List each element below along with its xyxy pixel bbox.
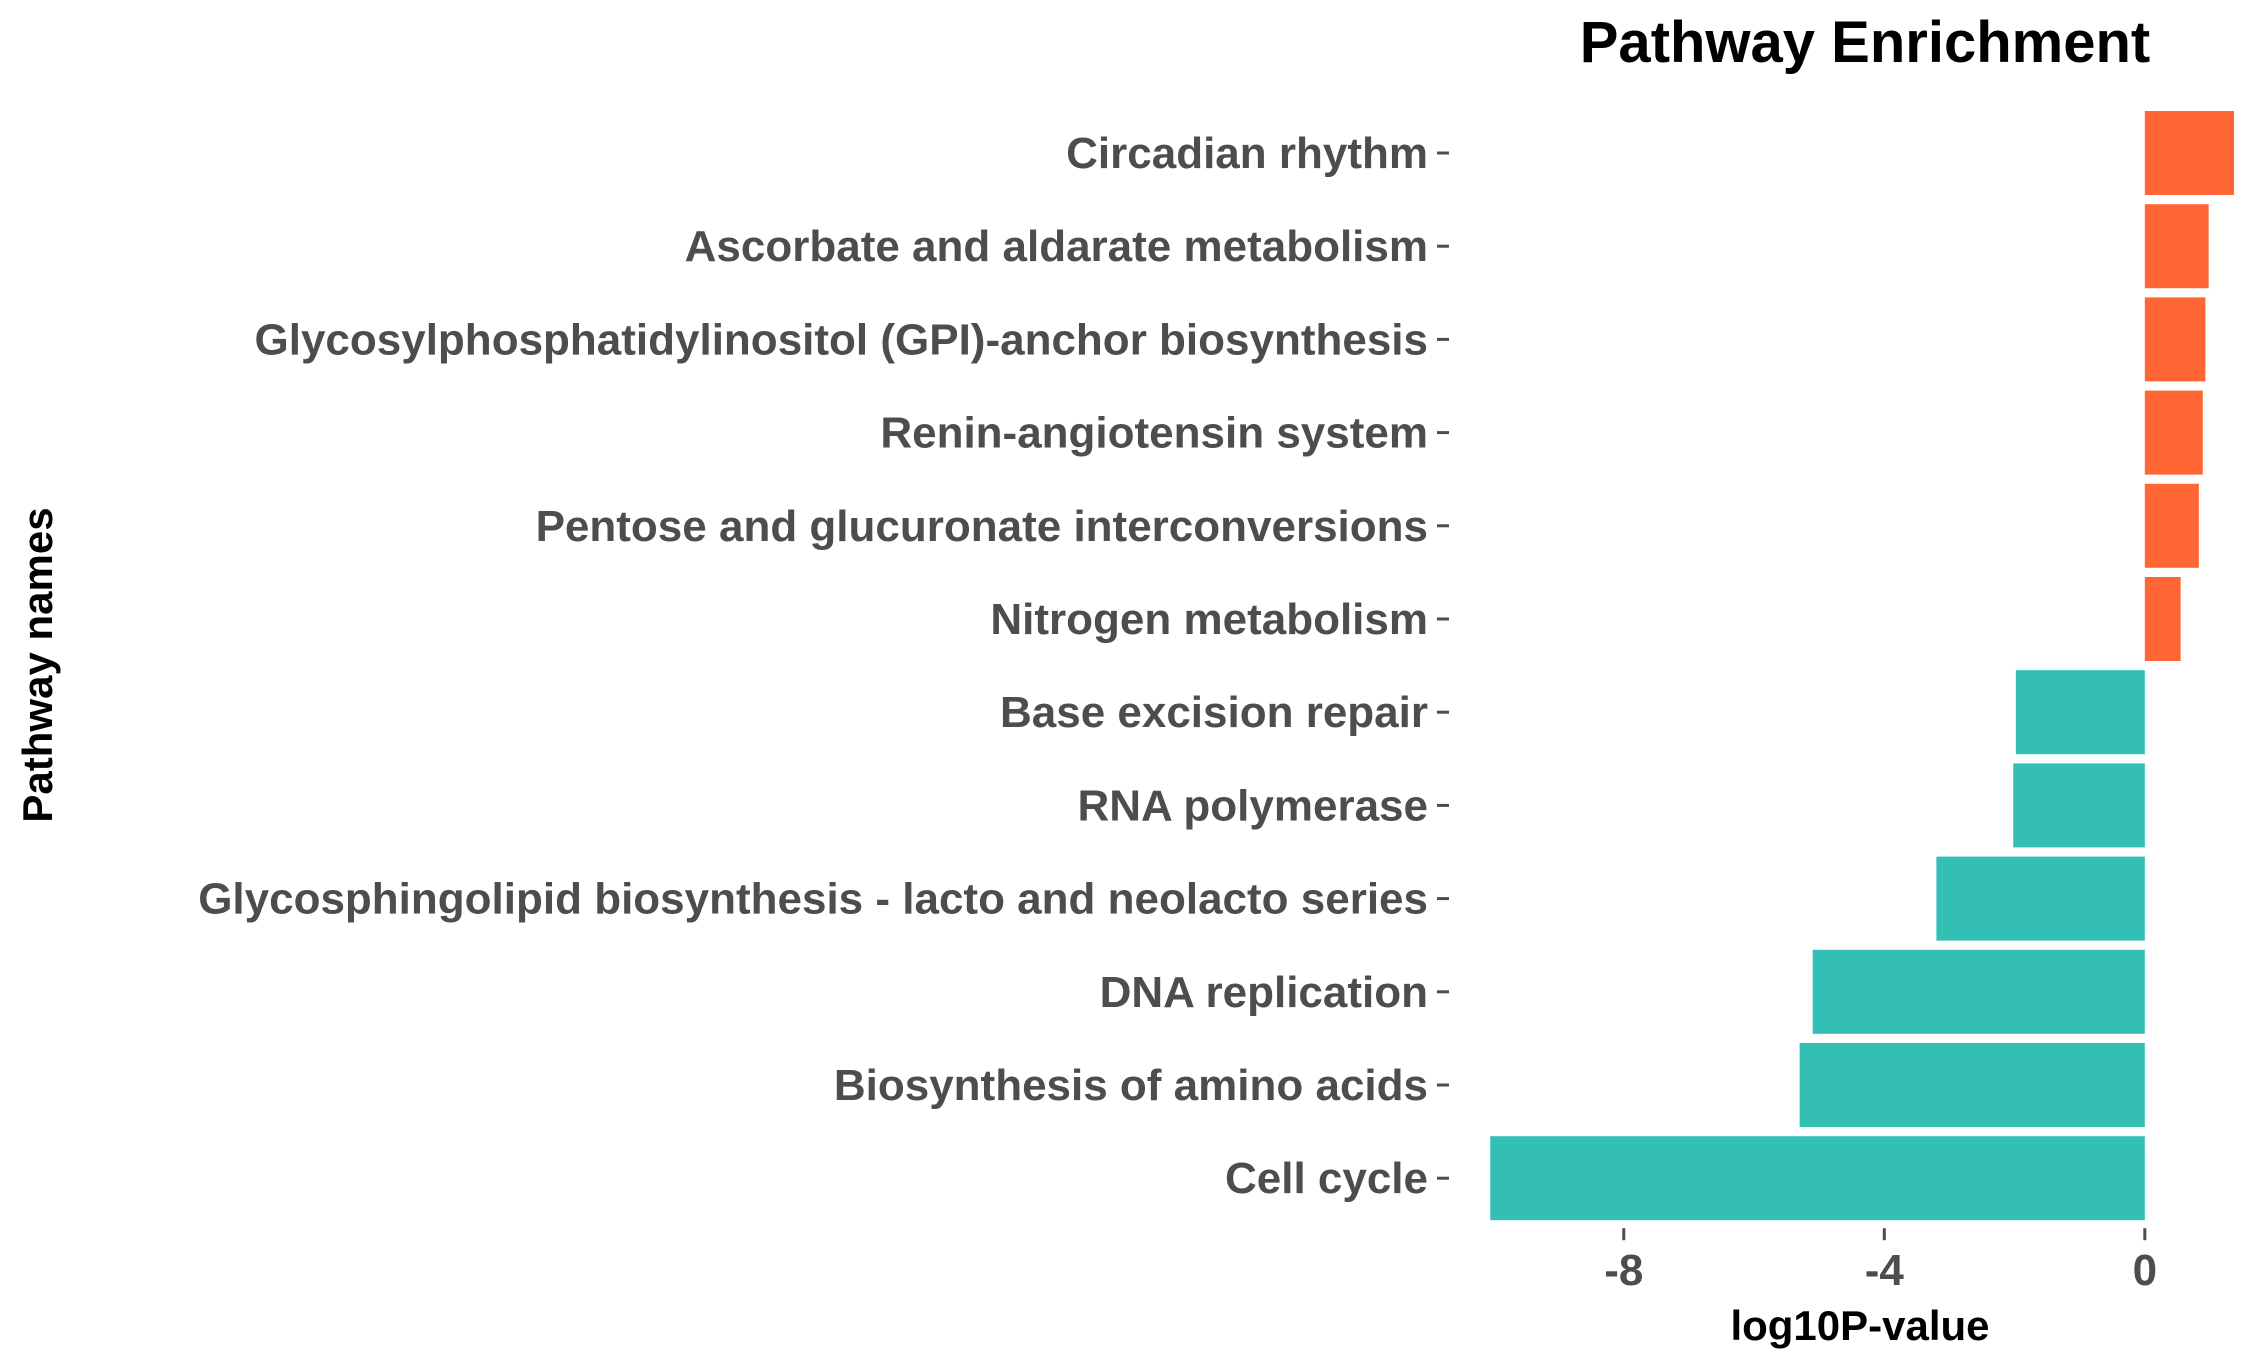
category-labels-group: Circadian rhythm Ascorbate and aldarate m…	[198, 129, 1428, 1203]
chart-title: Pathway Enrichment	[1580, 10, 2150, 75]
bar-4	[2144, 390, 2203, 475]
bar-3	[2144, 297, 2206, 382]
category-label: Nitrogen metabolism	[990, 595, 1428, 644]
x-axis-ticks-group: -8 -4 0	[1437, 151, 2157, 1295]
category-label: Glycosylphosphatidylinositol (GPI)-ancho…	[255, 315, 1429, 364]
bar-1	[2144, 111, 2235, 195]
category-label: Pentose and glucuronate interconversions	[536, 502, 1428, 551]
category-label: Base excision repair	[1000, 688, 1428, 737]
x-tick-label: -4	[1865, 1246, 1905, 1295]
bar-6	[2144, 577, 2181, 661]
category-label: Cell cycle	[1225, 1154, 1428, 1203]
x-axis-title: log10P-value	[1730, 1302, 1989, 1349]
category-label: DNA replication	[1100, 968, 1428, 1017]
bars-group	[1490, 111, 2235, 1221]
category-label: Ascorbate and aldarate metabolism	[685, 222, 1428, 271]
category-label: Renin-angiotensin system	[880, 409, 1428, 458]
category-label: Glycosphingolipid biosynthesis - lacto a…	[198, 875, 1428, 924]
bar-8	[2013, 763, 2145, 848]
bar-7	[2015, 670, 2145, 755]
bar-2	[2144, 204, 2209, 289]
category-label: RNA polymerase	[1078, 781, 1429, 830]
category-label: Circadian rhythm	[1066, 129, 1428, 178]
category-label: Biosynthesis of amino acids	[834, 1061, 1428, 1110]
bar-5	[2144, 483, 2199, 568]
bar-9	[1936, 856, 2145, 941]
bar-12	[1490, 1136, 2145, 1221]
bar-10	[1812, 949, 2145, 1034]
x-tick-label: -8	[1604, 1246, 1643, 1295]
x-tick-label: 0	[2133, 1246, 2157, 1295]
bar-11	[1799, 1043, 2145, 1127]
y-axis-title: Pathway names	[14, 507, 61, 822]
